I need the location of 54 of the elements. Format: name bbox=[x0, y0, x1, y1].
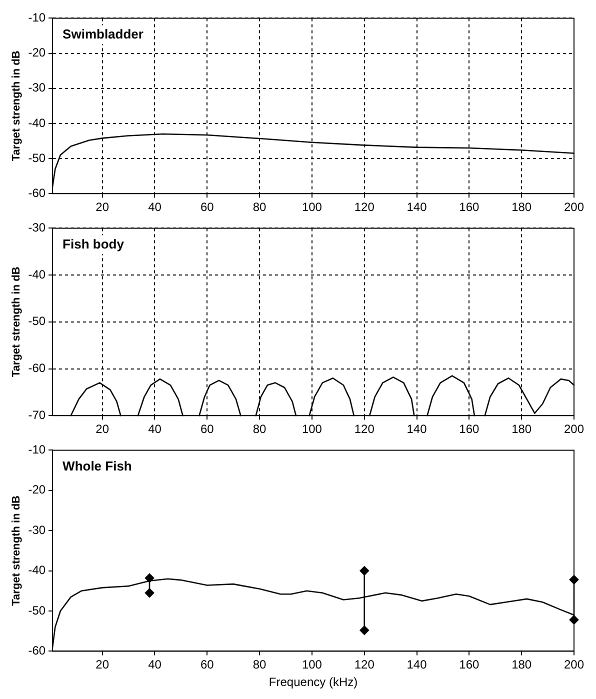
y-axis-title: Target strength in dB bbox=[10, 495, 23, 606]
y-tick-label: -20 bbox=[28, 46, 46, 60]
y-tick-label: -30 bbox=[28, 522, 46, 537]
x-axis-title: Frequency (kHz) bbox=[268, 675, 358, 690]
y-tick-label: -10 bbox=[28, 442, 46, 457]
y-tick-label: -50 bbox=[28, 603, 46, 618]
x-tick-label: 200 bbox=[564, 658, 584, 672]
text: Swimbladder bbox=[62, 26, 144, 42]
x-tick-label: 100 bbox=[302, 422, 322, 436]
x-tick-label: 140 bbox=[406, 200, 428, 214]
y-tick-label: -50 bbox=[28, 314, 46, 328]
y-tick-label: -40 bbox=[28, 267, 46, 282]
x-tick-label: 180 bbox=[512, 658, 532, 672]
y-tick-label: -20 bbox=[28, 482, 46, 497]
x-tick-label: 140 bbox=[406, 422, 428, 436]
x-tick-label: 120 bbox=[354, 200, 375, 214]
x-tick-label: 180 bbox=[512, 200, 532, 214]
x-tick-label: 80 bbox=[252, 658, 267, 672]
x-tick-label: 160 bbox=[459, 658, 480, 672]
x-tick-label: 80 bbox=[252, 422, 267, 436]
y-tick-label: -40 bbox=[28, 563, 46, 578]
x-tick-label: 60 bbox=[200, 200, 214, 214]
y-tick-label: -30 bbox=[28, 80, 46, 95]
x-tick-label: 100 bbox=[302, 200, 322, 214]
x-tick-label: 120 bbox=[354, 658, 375, 672]
x-tick-label: 100 bbox=[302, 658, 322, 672]
x-tick-label: 40 bbox=[148, 658, 162, 672]
x-tick-label: 40 bbox=[148, 422, 162, 436]
y-tick-label: -60 bbox=[28, 361, 46, 376]
x-tick-label: 180 bbox=[512, 422, 532, 436]
x-tick-label: 20 bbox=[96, 200, 110, 214]
x-tick-label: 120 bbox=[354, 422, 375, 436]
x-tick-label: 60 bbox=[200, 658, 214, 672]
y-tick-label: -60 bbox=[28, 644, 46, 658]
x-tick-label: 80 bbox=[252, 200, 267, 214]
y-tick-label: -50 bbox=[28, 150, 46, 165]
y-tick-label: -30 bbox=[28, 220, 46, 235]
x-tick-label: 20 bbox=[96, 422, 110, 436]
y-tick-label: -70 bbox=[28, 408, 46, 422]
x-tick-label: 160 bbox=[459, 422, 480, 436]
x-tick-label: 140 bbox=[406, 658, 428, 672]
y-tick-label: -10 bbox=[28, 10, 46, 25]
y-tick-label: -40 bbox=[28, 116, 46, 130]
x-tick-label: 60 bbox=[200, 422, 214, 436]
text: Fish body bbox=[62, 236, 125, 252]
y-axis-title: Target strength in dB bbox=[10, 50, 23, 162]
x-tick-label: 160 bbox=[459, 200, 480, 214]
text: Whole Fish bbox=[62, 458, 132, 474]
x-tick-label: 200 bbox=[564, 422, 584, 436]
y-axis-title: Target strength in dB bbox=[10, 266, 23, 378]
x-tick-label: 200 bbox=[564, 200, 584, 214]
x-tick-label: 20 bbox=[96, 658, 110, 672]
y-tick-label: -60 bbox=[28, 186, 46, 200]
x-tick-label: 40 bbox=[148, 200, 162, 214]
